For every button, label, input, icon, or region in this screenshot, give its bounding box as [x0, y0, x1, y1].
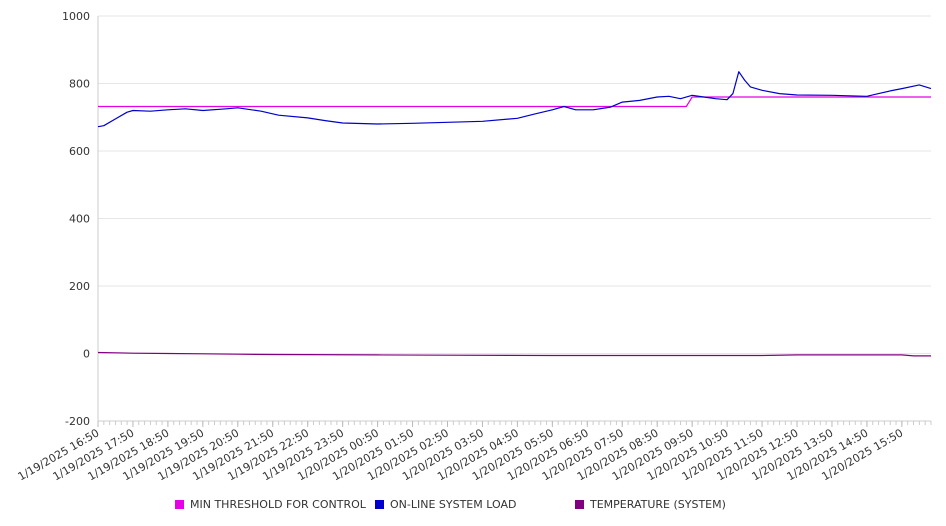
- legend-swatch-temperature: [575, 500, 584, 509]
- legend-label: MIN THRESHOLD FOR CONTROL: [190, 498, 366, 511]
- y-tick-label: 200: [69, 280, 90, 293]
- series-lines: [97, 71, 932, 357]
- legend-item-temperature[interactable]: TEMPERATURE (SYSTEM): [575, 498, 726, 511]
- grid: [98, 15, 931, 422]
- y-tick-label: 1000: [62, 10, 90, 23]
- legend-label: ON-LINE SYSTEM LOAD: [390, 498, 517, 511]
- series-line-on-line-system-load: [97, 71, 932, 128]
- y-tick-label: 400: [69, 213, 90, 226]
- series-line-min-threshold-for-control: [98, 96, 931, 108]
- y-tick-label: -200: [65, 415, 90, 428]
- series-line-temperature-system: [97, 351, 931, 357]
- y-tick-label: 0: [83, 348, 90, 361]
- legend-label: TEMPERATURE (SYSTEM): [590, 498, 726, 511]
- legend-item-system-load[interactable]: ON-LINE SYSTEM LOAD: [375, 498, 516, 511]
- legend-item-min-threshold[interactable]: MIN THRESHOLD FOR CONTROL: [175, 498, 366, 511]
- legend-swatch-min-threshold: [175, 500, 184, 509]
- y-tick-label: 600: [69, 145, 90, 158]
- x-axis-tick-labels: 1/19/2025 16:501/19/2025 17:501/19/2025 …: [16, 426, 906, 483]
- y-axis-tick-labels: -200 0 200 400 600 800 1000: [62, 10, 90, 428]
- axes: [97, 16, 932, 427]
- y-tick-label: 800: [69, 78, 90, 91]
- legend: MIN THRESHOLD FOR CONTROL ON-LINE SYSTEM…: [175, 498, 935, 514]
- legend-swatch-system-load: [375, 500, 384, 509]
